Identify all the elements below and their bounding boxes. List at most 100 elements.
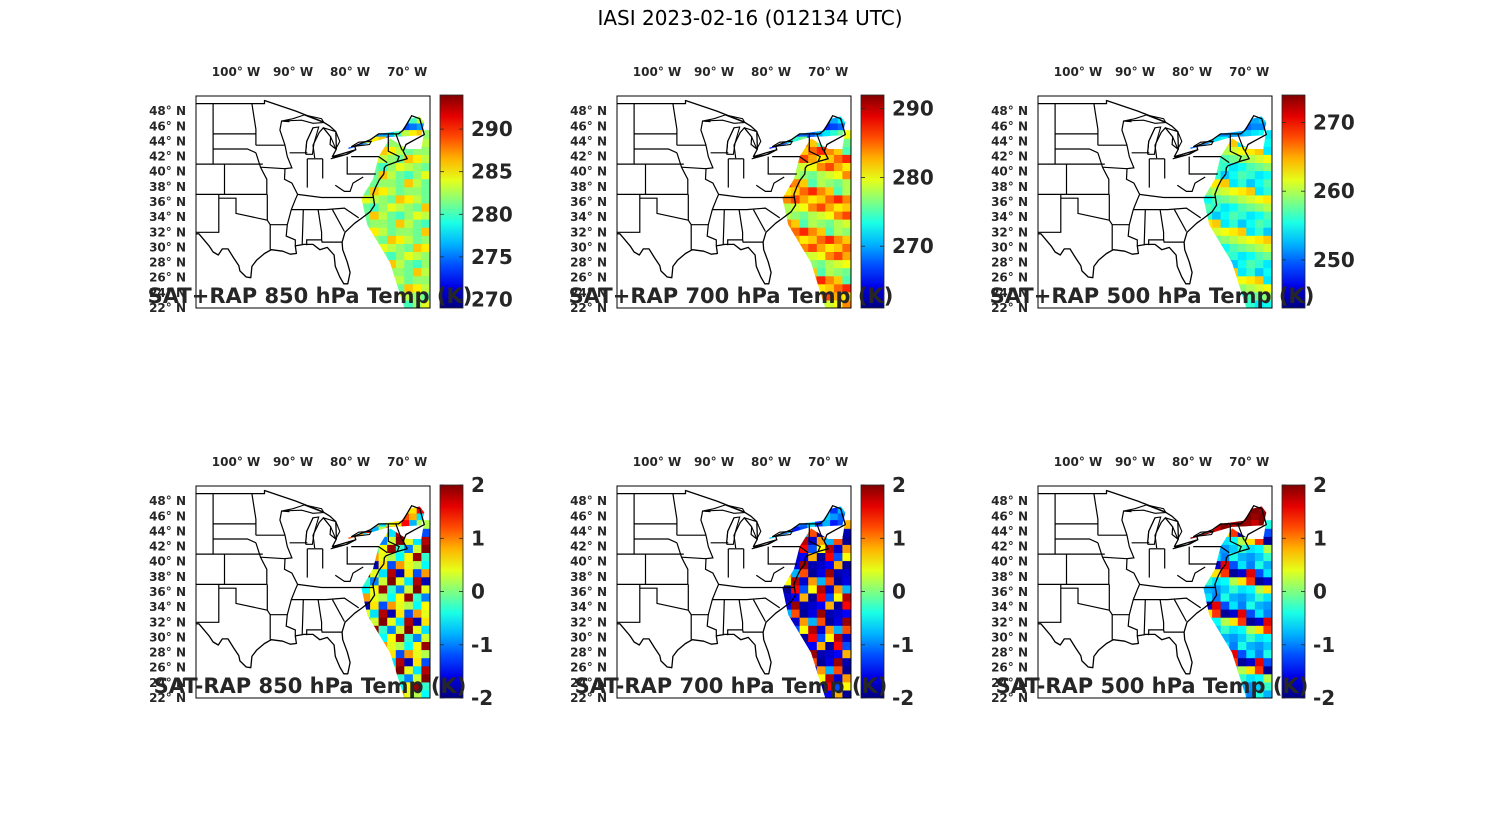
state-border (331, 209, 345, 232)
swath-cell (387, 592, 397, 602)
swath-cell (833, 544, 844, 553)
swath-cell (421, 520, 430, 529)
swath-cell (1246, 210, 1256, 220)
swath-cell (833, 227, 844, 236)
swath-cell (395, 235, 405, 244)
swath-cell (1212, 227, 1222, 236)
swath-cell (421, 576, 430, 586)
swath-cell (1246, 681, 1256, 691)
swath-cell (412, 633, 423, 642)
swath-cell (395, 178, 405, 188)
swath-cell (404, 243, 414, 252)
swath-cell (825, 536, 835, 545)
swath-cell (1263, 210, 1272, 220)
swath-cell (371, 136, 380, 144)
swath-cell (1237, 275, 1247, 285)
swath-cell (412, 154, 423, 163)
swath-cell (1258, 123, 1267, 131)
lake-outline (771, 140, 794, 148)
swath-cell (1229, 600, 1239, 610)
swath-cell (825, 665, 835, 675)
swath-cell (1229, 560, 1239, 570)
state-border (291, 207, 360, 219)
colorbar-tick-label: -1 (1313, 633, 1335, 657)
swath-cell (404, 544, 414, 553)
swath-cell (1246, 251, 1256, 261)
lake-outline (771, 530, 794, 538)
swath-cell (833, 600, 844, 610)
swath-cell (412, 600, 423, 610)
swath-cell (404, 592, 414, 602)
swath-cell (387, 138, 397, 147)
state-border (266, 194, 271, 250)
swath-cell (1263, 536, 1272, 545)
swath-cell (808, 625, 818, 634)
swath-cell (395, 243, 405, 252)
swath-cell (412, 202, 423, 212)
swath-cell (842, 162, 851, 172)
swath-cell (1254, 609, 1265, 618)
swath-cell (842, 592, 851, 602)
swath-cell (842, 146, 851, 155)
swath-cell (1263, 625, 1272, 634)
swath-cell (799, 202, 809, 212)
swath-cell (1246, 560, 1256, 570)
swath-cell (1263, 568, 1272, 578)
swath-cell (808, 259, 818, 269)
swath-cell (816, 576, 826, 586)
swath-cell (1220, 600, 1230, 610)
swath-cell (387, 219, 397, 228)
swath-cell (816, 210, 826, 220)
swath-cell (825, 299, 835, 308)
lat-tick-label: 42° N (991, 150, 1028, 164)
swath-cell (833, 552, 844, 562)
swath-cell (833, 641, 844, 651)
swath-cell (370, 194, 380, 204)
swath-cell (1254, 600, 1265, 610)
swath-cell (1220, 178, 1230, 188)
swath-cell (833, 633, 844, 642)
map-frame (195, 95, 431, 309)
swath-cell (799, 154, 809, 163)
swath-cell (361, 202, 371, 212)
lake-outline (1147, 126, 1162, 155)
swath-cell (1237, 194, 1247, 204)
swath-cell (1246, 267, 1256, 277)
state-border (752, 599, 766, 622)
swath-cell (842, 641, 851, 651)
swath-cell (412, 568, 423, 578)
swath-cell (1246, 552, 1256, 562)
swath-cell (361, 576, 371, 586)
swath-cell (404, 560, 414, 570)
colorbar-tick-label: 290 (471, 117, 513, 141)
swath-cell (1251, 513, 1260, 521)
swath-cell (412, 267, 423, 277)
lat-tick-label: 42° N (149, 150, 186, 164)
swath-cell (808, 568, 818, 578)
colorbar-tick-label: 275 (471, 245, 513, 269)
swath-cell (1220, 202, 1230, 212)
lon-tick-label: 70° W (1229, 65, 1269, 79)
swath-cell (808, 633, 818, 642)
lon-tick-label: 70° W (387, 65, 427, 79)
lake-outline (743, 127, 762, 151)
coastline (617, 489, 846, 675)
swath-cell (791, 194, 801, 204)
state-border (1188, 156, 1218, 175)
map-frame (195, 485, 431, 699)
colorbar-tick-label: 285 (471, 160, 513, 184)
swath-cell (395, 275, 405, 285)
swath-cell (1254, 560, 1265, 570)
colorbar-tick-label: 280 (892, 166, 934, 190)
lake-outline (1164, 127, 1183, 151)
lat-tick-label: 28° N (570, 256, 607, 270)
swath-cell (816, 584, 826, 594)
swath-cell (421, 186, 430, 196)
lat-tick-label: 38° N (570, 570, 607, 584)
swath-cell (842, 178, 851, 188)
swath-cell (830, 116, 839, 124)
swath-cell (370, 210, 380, 220)
swath-cell (1254, 584, 1265, 594)
swath-cell (404, 649, 414, 659)
swath-cell (1220, 576, 1230, 586)
